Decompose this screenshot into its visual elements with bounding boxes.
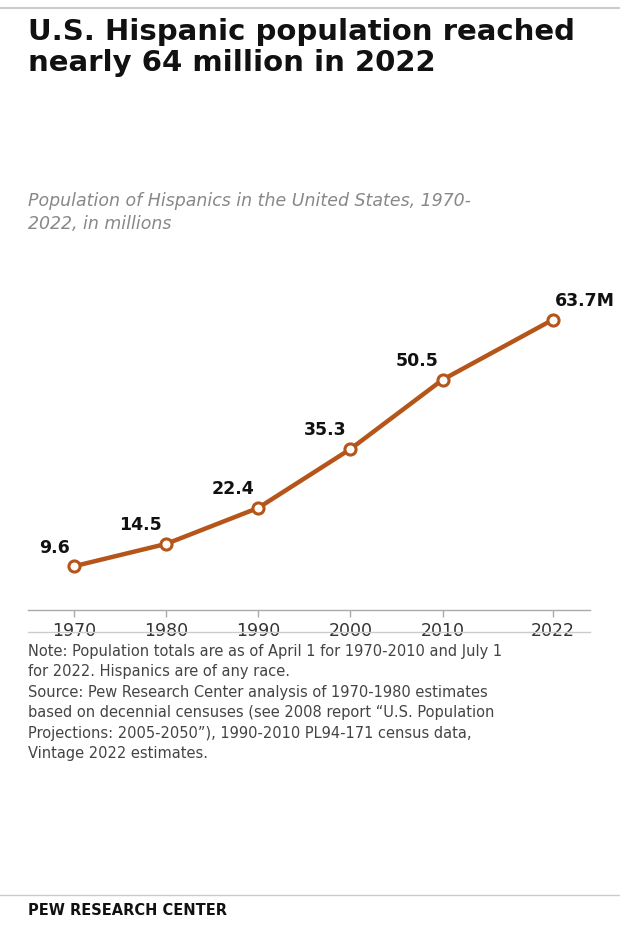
- Text: PEW RESEARCH CENTER: PEW RESEARCH CENTER: [28, 903, 227, 918]
- Text: Note: Population totals are as of April 1 for 1970-2010 and July 1
for 2022. His: Note: Population totals are as of April …: [28, 644, 502, 761]
- Text: 63.7M: 63.7M: [554, 292, 614, 310]
- Text: 22.4: 22.4: [211, 480, 254, 498]
- Text: U.S. Hispanic population reached
nearly 64 million in 2022: U.S. Hispanic population reached nearly …: [28, 18, 575, 77]
- Text: 14.5: 14.5: [119, 516, 162, 534]
- Text: Population of Hispanics in the United States, 1970-
2022, in millions: Population of Hispanics in the United St…: [28, 192, 471, 233]
- Text: 50.5: 50.5: [396, 352, 438, 370]
- Text: 9.6: 9.6: [39, 538, 70, 556]
- Text: 35.3: 35.3: [304, 421, 347, 439]
